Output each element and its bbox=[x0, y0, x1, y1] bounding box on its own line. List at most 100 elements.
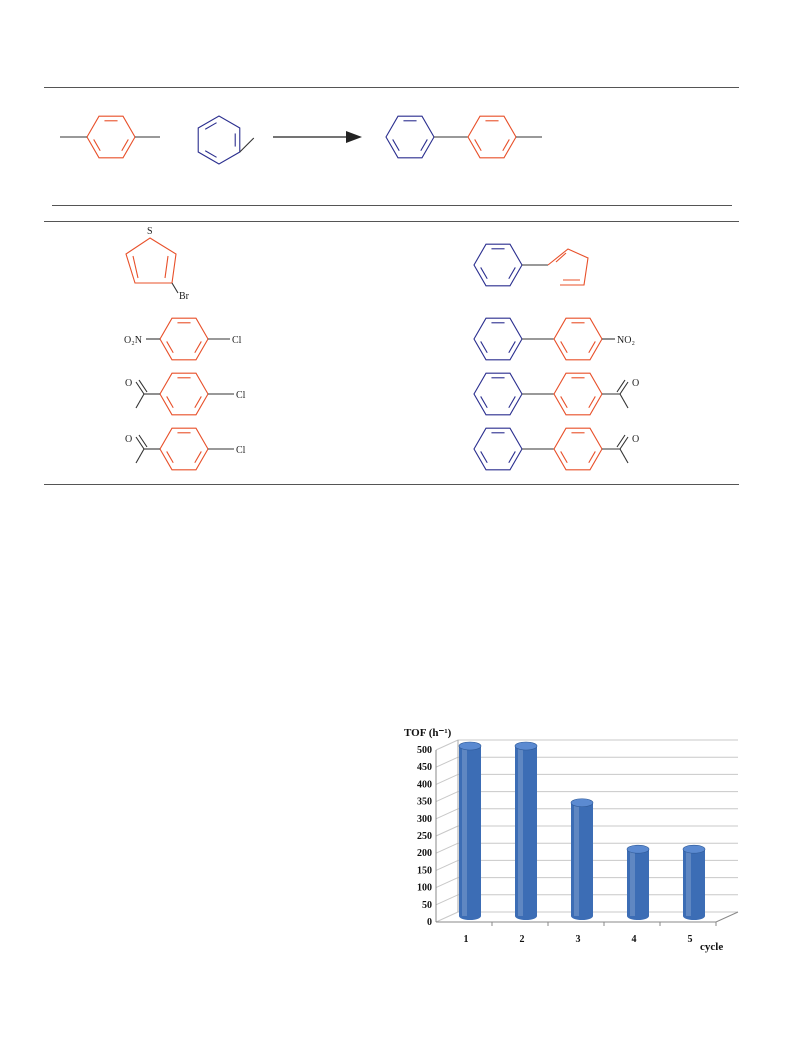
y-tick-label: 300 bbox=[417, 814, 432, 825]
entry4-reactant-ring-ring bbox=[159, 427, 209, 471]
chart-gridline-side bbox=[435, 894, 459, 906]
bar-highlight bbox=[574, 802, 579, 916]
bar bbox=[515, 746, 537, 916]
entry3-carbonyl-bond bbox=[138, 379, 148, 393]
x-axis-title: cycle bbox=[700, 941, 723, 953]
entry4-phenyl-ring-double-bond bbox=[508, 451, 516, 464]
x-tick-label: 3 bbox=[576, 934, 581, 945]
entry4-reactant-ring-double-bond bbox=[166, 451, 174, 464]
entry3-reactant-ring-ring bbox=[159, 372, 209, 416]
table-header-rule bbox=[52, 205, 732, 206]
entry2-reactant-ring bbox=[159, 317, 209, 361]
entry3-product-methyl-bond bbox=[619, 393, 629, 409]
entry3-reactant-ring-double-bond bbox=[166, 396, 174, 409]
chart-gridline-side bbox=[435, 825, 459, 837]
carbonyl-o-product-row3: O bbox=[632, 378, 639, 389]
chart-gridline-side bbox=[435, 859, 459, 871]
table-sub-rule bbox=[44, 221, 739, 222]
bar bbox=[571, 802, 593, 916]
entry2-phenyl-ring-double-bond bbox=[480, 341, 488, 354]
boronic-substituent-bond bbox=[239, 137, 255, 153]
chart-canvas: 0 50 100 150 200 250 300 350 400 450 500 1 2 3 4 5 TOF… bbox=[404, 727, 739, 953]
reactant-aryl-ring-ring bbox=[86, 115, 136, 159]
chart-gridline-side bbox=[435, 911, 459, 923]
y-tick-label: 50 bbox=[422, 900, 432, 911]
table-top-rule bbox=[44, 87, 739, 88]
y-tick-label: 450 bbox=[417, 762, 432, 773]
x-tick-label: 1 bbox=[464, 934, 469, 945]
chart-gridline-side bbox=[435, 877, 459, 889]
thiophene-double-bond bbox=[164, 255, 169, 279]
bar bbox=[683, 849, 705, 916]
entry2-product-ring-double-bond bbox=[588, 341, 596, 354]
product-aryl-ring-double-bond bbox=[502, 139, 510, 152]
entry3-product-ring-double-bond bbox=[560, 396, 568, 409]
chart-gridline-side bbox=[435, 842, 459, 854]
entry3-phenyl-ring-ring bbox=[473, 372, 523, 416]
entry3-product-carbonyl-bond bbox=[616, 379, 626, 393]
entry4-product-ring-ring bbox=[553, 427, 603, 471]
entry2-reactant-ring-ring bbox=[159, 317, 209, 361]
entry4-reactant-ring-double-bond bbox=[194, 451, 202, 464]
bar-highlight bbox=[630, 849, 635, 916]
reactant-aryl-ring-double-bond bbox=[93, 139, 101, 152]
entry4-product-ring bbox=[553, 427, 603, 471]
chart-gridline-side bbox=[435, 773, 459, 785]
reactant-aryl-ring-double-bond bbox=[121, 139, 129, 152]
bar bbox=[627, 849, 649, 916]
product-phenyl-ring-double-bond bbox=[420, 139, 428, 152]
bar-highlight bbox=[686, 849, 691, 916]
bar-base bbox=[683, 912, 705, 920]
entry1-phenyl-ring bbox=[473, 243, 523, 287]
product-phenyl-ring bbox=[385, 115, 435, 159]
entry4-phenyl-ring bbox=[473, 427, 523, 471]
bar-highlight bbox=[518, 746, 523, 916]
carbonyl-o-product-row4: O bbox=[632, 434, 639, 445]
entry4-reactant-ring bbox=[159, 427, 209, 471]
nitro-reactant-label: O₂N bbox=[124, 335, 142, 346]
entry2-reactant-ring-double-bond bbox=[194, 341, 202, 354]
bar-base bbox=[459, 912, 481, 920]
chloro-label-row4: Cl bbox=[236, 445, 246, 456]
bar-base bbox=[571, 912, 593, 920]
boronic-ring-double-bond bbox=[204, 150, 217, 158]
entry1-phenyl-ring-double-bond bbox=[508, 267, 516, 280]
bar-base bbox=[627, 912, 649, 920]
reaction-arrow-head bbox=[346, 131, 362, 143]
entry4-product-ring-double-bond bbox=[588, 451, 596, 464]
boronic-ring-double-bond bbox=[204, 122, 217, 130]
chart-gridline-side bbox=[435, 756, 459, 768]
entry4-methyl-bond bbox=[135, 448, 145, 464]
y-tick-label: 150 bbox=[417, 865, 432, 876]
product-aryl-ring-double-bond bbox=[474, 139, 482, 152]
entry4-carbonyl-bond bbox=[135, 436, 145, 450]
entry3-phenyl-ring-double-bond bbox=[508, 396, 516, 409]
y-tick-label: 200 bbox=[417, 848, 432, 859]
bar bbox=[459, 746, 481, 916]
product-phenyl-ring-double-bond bbox=[392, 139, 400, 152]
entry2-product-ring bbox=[553, 317, 603, 361]
chloro-label-row2: Cl bbox=[232, 335, 242, 346]
bar-top bbox=[682, 844, 706, 854]
bar-highlight bbox=[462, 746, 467, 916]
reaction-scheme: S Br O₂N Cl NO₂ O Cl O O Cl O bbox=[60, 115, 639, 471]
carbonyl-o-reactant-row3: O bbox=[125, 378, 132, 389]
entry3-product-ring bbox=[553, 372, 603, 416]
entry3-carbonyl-bond bbox=[135, 381, 145, 395]
sulfur-label: S bbox=[147, 226, 153, 237]
y-tick-label: 100 bbox=[417, 883, 432, 894]
chart-gridline-side bbox=[435, 739, 459, 751]
entry4-product-carbonyl-bond bbox=[616, 434, 626, 448]
entry1-thiophene-ring bbox=[547, 248, 589, 286]
entry2-reactant-ring-double-bond bbox=[166, 341, 174, 354]
thiophene-double-bond bbox=[132, 255, 139, 279]
y-axis-title: TOF (h⁻¹) bbox=[404, 727, 452, 739]
entry4-product-carbonyl-bond bbox=[619, 436, 629, 450]
entry2-product-ring-double-bond bbox=[560, 341, 568, 354]
bromine-label: Br bbox=[179, 291, 190, 302]
x-tick-label: 2 bbox=[520, 934, 525, 945]
bar-top bbox=[458, 741, 482, 751]
entry3-phenyl-ring bbox=[473, 372, 523, 416]
y-tick-label: 500 bbox=[417, 745, 432, 756]
entry4-product-ring-double-bond bbox=[560, 451, 568, 464]
